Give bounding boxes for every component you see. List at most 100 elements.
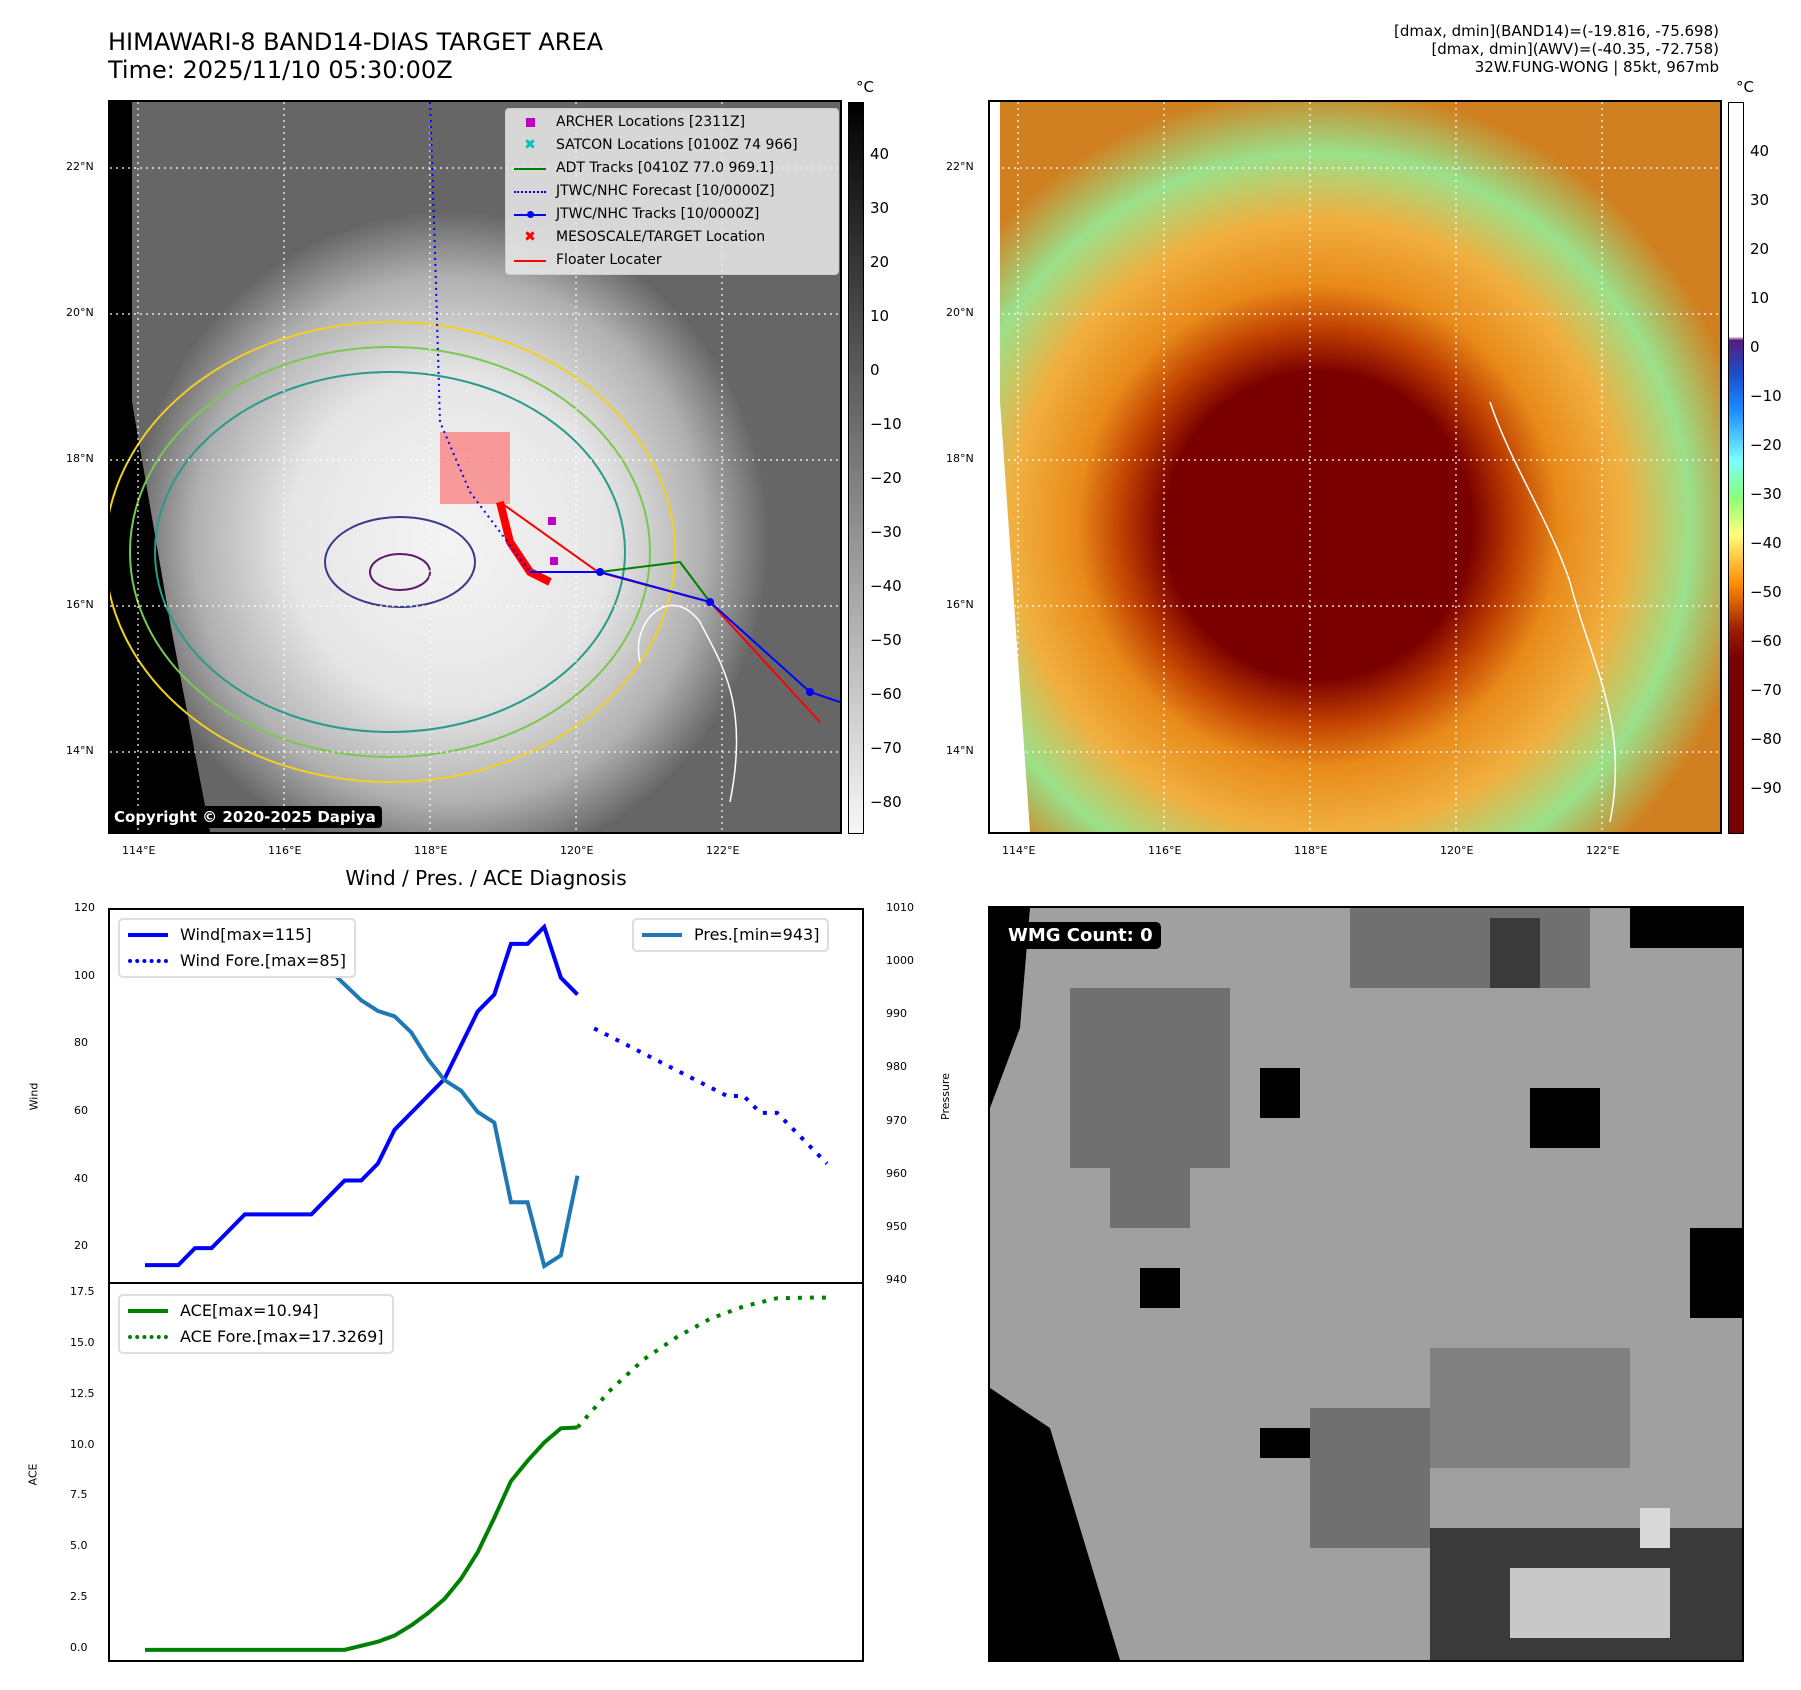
colorbar-tick: −20 [870, 469, 902, 487]
ir-map-legend: ARCHER Locations [2311Z] ✖ SATCON Locatio… [505, 108, 839, 275]
y-tick: 980 [886, 1060, 907, 1074]
legend-item: Floater Locater [512, 249, 832, 272]
y-tick: 1000 [886, 954, 914, 968]
pressure-legend: Pres.[min=943] [632, 918, 830, 952]
awv-map-panel [988, 100, 1722, 834]
y-tick: 17.5 [70, 1285, 95, 1299]
colorbar-tick: −50 [1750, 583, 1782, 601]
y-tick: 5.0 [70, 1539, 88, 1553]
coastline [637, 604, 738, 803]
colorbar-tick: −20 [1750, 436, 1782, 454]
storm-info: 32W.FUNG-WONG | 85kt, 967mb [1474, 58, 1719, 76]
y-tick: 20 [74, 1239, 88, 1253]
lat-tick: 14°N [66, 744, 94, 757]
y-tick: 60 [74, 1103, 88, 1117]
colorbar-tick: −70 [870, 739, 902, 757]
colorbar-tick: −10 [1750, 387, 1782, 405]
y-tick: 970 [886, 1113, 907, 1127]
lon-tick: 122°E [1586, 844, 1620, 857]
y-tick: 940 [886, 1273, 907, 1286]
lon-tick: 116°E [268, 844, 302, 857]
lon-tick: 120°E [1440, 844, 1474, 857]
colorbar-tick: 40 [870, 145, 890, 163]
lon-tick: 114°E [1002, 844, 1036, 857]
y-tick: 120 [74, 901, 95, 914]
colorbar-tick: −10 [870, 415, 902, 433]
solid-line-icon [128, 933, 168, 937]
legend-item: Pres.[min=943] [642, 922, 819, 948]
pressure-axis-label: Pressure [938, 1073, 952, 1120]
legend-item: Wind[max=115] [128, 922, 346, 948]
ace-axis-label: ACE [26, 1463, 40, 1486]
lat-tick: 16°N [66, 598, 94, 611]
colorbar-tick: −30 [1750, 485, 1782, 503]
copyright-label: Copyright © 2020-2025 Dapiya [108, 806, 382, 828]
colorbar-tick: 30 [1750, 191, 1770, 209]
ir-colorbar-unit: °C [856, 78, 874, 96]
figure-title: HIMAWARI-8 BAND14-DIAS TARGET AREA Time:… [108, 28, 603, 84]
colorbar-tick: −80 [870, 793, 902, 811]
dotted-line-icon [128, 1335, 168, 1339]
series-line [145, 923, 579, 1268]
colorbar-tick: −70 [1750, 681, 1782, 699]
legend-item: ACE Fore.[max=17.3269] [128, 1324, 384, 1350]
colorbar-tick: −40 [870, 577, 902, 595]
lat-tick: 18°N [66, 452, 94, 465]
square-marker-icon [512, 118, 548, 127]
wmg-graphic [990, 908, 1742, 1660]
y-tick: 950 [886, 1219, 907, 1233]
lat-tick: 16°N [946, 598, 974, 611]
colorbar-tick: 20 [870, 253, 890, 271]
solid-line-icon [512, 167, 548, 170]
stats-block: [dmax, dmin](BAND14)=(-19.816, -75.698) … [1394, 22, 1719, 76]
y-tick: 80 [74, 1036, 88, 1050]
colorbar-tick: −80 [1750, 730, 1782, 748]
colorbar-tick: 0 [1750, 338, 1760, 356]
colorbar-tick: −40 [1750, 534, 1782, 552]
y-tick: 960 [886, 1166, 907, 1180]
ir-map-graphic [110, 102, 840, 832]
y-tick: 15.0 [70, 1335, 95, 1349]
ace-plot [145, 1295, 827, 1652]
wmg-panel [988, 906, 1744, 1662]
lat-tick: 20°N [946, 306, 974, 319]
colorbar-tick: −60 [1750, 632, 1782, 650]
line-dot-icon [512, 211, 548, 218]
dotted-line-icon [512, 190, 548, 193]
y-tick: 100 [74, 968, 95, 982]
legend-item: ACE[max=10.94] [128, 1298, 384, 1324]
y-tick: 12.5 [70, 1386, 95, 1400]
awv-colorbar-unit: °C [1736, 78, 1754, 96]
wind-legend: Wind[max=115] Wind Fore.[max=85] [118, 918, 356, 978]
ir-colorbar [848, 102, 864, 834]
legend-item: ADT Tracks [0410Z 77.0 969.1] [512, 157, 832, 180]
lon-tick: 118°E [1294, 844, 1328, 857]
legend-item: JTWC/NHC Tracks [10/0000Z] [512, 203, 832, 226]
awv-colorbar [1728, 102, 1744, 834]
coastline [1489, 401, 1617, 823]
colorbar-tick: −50 [870, 631, 902, 649]
diagnosis-chart-title: Wind / Pres. / ACE Diagnosis [345, 866, 627, 890]
x-marker-icon: ✖ [524, 229, 536, 245]
lon-tick: 122°E [706, 844, 740, 857]
colorbar-tick: 10 [870, 307, 890, 325]
stats-band14: [dmax, dmin](BAND14)=(-19.816, -75.698) [1394, 22, 1719, 40]
title-line-1: HIMAWARI-8 BAND14-DIAS TARGET AREA [108, 28, 604, 56]
series-line [575, 1295, 827, 1429]
ace-legend: ACE[max=10.94] ACE Fore.[max=17.3269] [118, 1294, 394, 1354]
lat-tick: 14°N [946, 744, 974, 757]
colorbar-tick: 20 [1750, 240, 1770, 258]
y-tick: 1010 [886, 901, 914, 914]
solid-line-icon [128, 1309, 168, 1313]
colorbar-tick: 40 [1750, 142, 1770, 160]
legend-item: ✖ MESOSCALE/TARGET Location [512, 226, 832, 249]
x-marker-icon: ✖ [524, 137, 536, 153]
lat-tick: 22°N [946, 160, 974, 173]
title-line-2: Time: 2025/11/10 05:30:00Z [108, 56, 453, 84]
dotted-line-icon [128, 959, 168, 963]
legend-item: JTWC/NHC Forecast [10/0000Z] [512, 180, 832, 203]
lat-tick: 18°N [946, 452, 974, 465]
solid-line-icon [512, 259, 548, 262]
y-tick: 40 [74, 1171, 88, 1185]
y-tick: 990 [886, 1007, 907, 1021]
